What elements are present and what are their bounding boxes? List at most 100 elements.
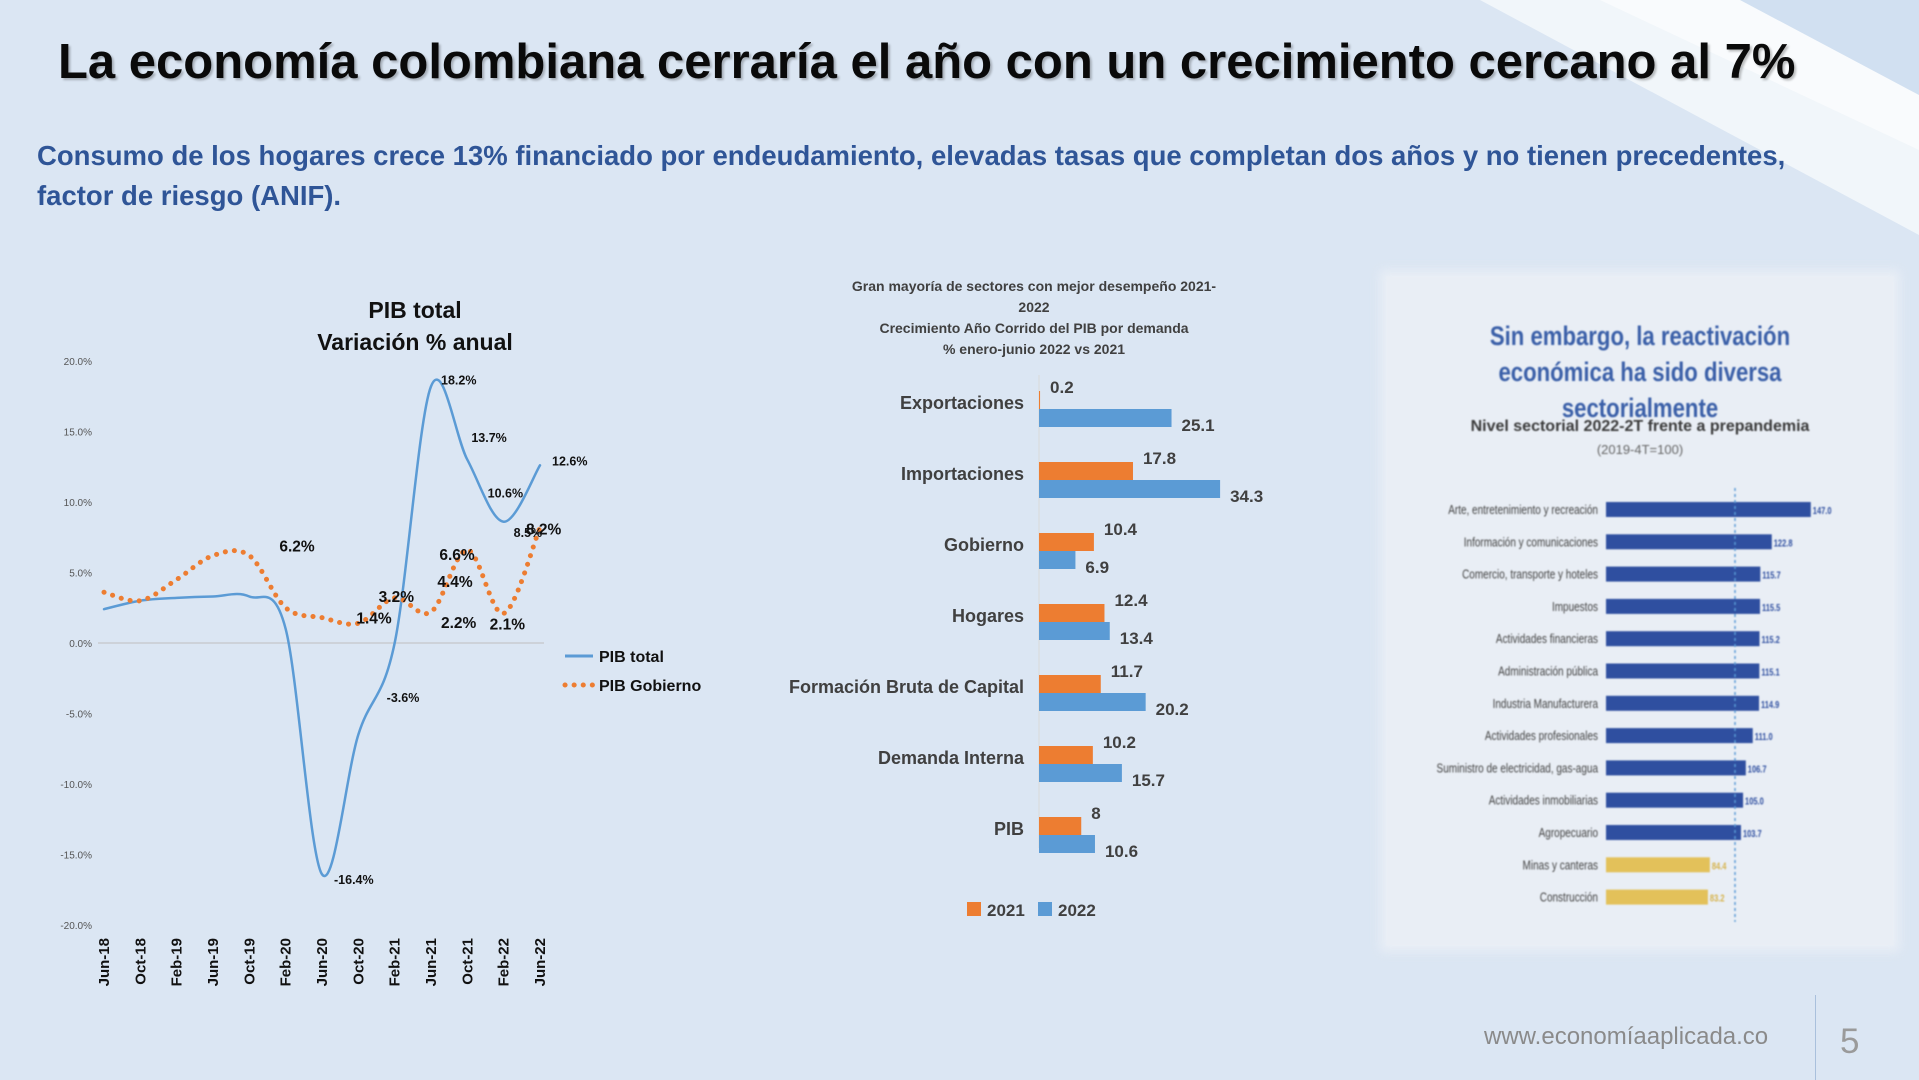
sector-label-minas-y-canteras: Minas y canteras	[1523, 859, 1599, 872]
line-chart-data-labels: 18.2% 13.7% 10.6% 8.5% 12.6% -3.6% -16.4% 6.2% 1…	[279, 373, 587, 887]
pib-line-chart: PIB total Variación % anual 20.0% 15.0% 10…	[60, 297, 701, 986]
sector-bar-construccion	[1606, 889, 1708, 905]
sector-value-construccion: 83.2	[1710, 893, 1725, 904]
sector-bar-actividades-inmobiliarias	[1606, 792, 1744, 808]
x-tick-label: Jun-20	[314, 938, 331, 986]
data-label-pib-gobierno: 3.2%	[379, 589, 415, 606]
bar-value-demanda-interna-2021: 10.2	[1103, 733, 1136, 752]
category-label-formacion-bruta-de-capital: Formación Bruta de Capital	[789, 677, 1024, 697]
bar-chart-title: Gran mayoría de sectores con mejor desem…	[852, 278, 1216, 357]
bar-chart-title-line-3: Crecimiento Año Corrido del PIB por dema…	[879, 320, 1188, 336]
x-tick-label: Feb-20	[278, 938, 295, 986]
legend-label-2021: 2021	[987, 901, 1025, 920]
bar-chart-title-line-2: 2022	[1018, 299, 1049, 315]
data-label-pib-gobierno: 2.1%	[490, 616, 526, 633]
sector-value-comercio-transporte-y-hoteles: 115.7	[1762, 570, 1780, 581]
data-label-pib-total: 8.5%	[514, 526, 543, 540]
bar-value-importaciones-2022: 34.3	[1230, 487, 1263, 506]
data-label-pib-total: 10.6%	[488, 487, 523, 501]
sector-value-agropecuario: 103.7	[1743, 828, 1762, 839]
line-chart-axes: 20.0% 15.0% 10.0% 5.0% 0.0% -5.0% -10.0% -15.0%…	[60, 357, 549, 986]
sector-bar-administracion-publica	[1606, 663, 1760, 679]
sector-bar-actividades-profesionales	[1606, 728, 1753, 744]
sector-value-actividades-financieras: 115.2	[1762, 634, 1780, 645]
x-tick-label: Jun-22	[532, 938, 549, 986]
page-number: 5	[1840, 1022, 1860, 1061]
x-tick-label: Feb-21	[387, 938, 404, 986]
x-tick-label: Feb-22	[496, 938, 513, 986]
category-label-importaciones: Importaciones	[901, 464, 1024, 484]
bar-hogares-2022	[1039, 622, 1110, 640]
sector-label-informacion-y-comunicaciones: Información y comunicaciones	[1464, 536, 1599, 549]
x-tick-label: Jun-18	[96, 938, 113, 986]
bar-gobierno-2021	[1039, 533, 1094, 551]
slide-subtitle: Consumo de los hogares crece 13% financi…	[37, 140, 1786, 211]
sector-value-administracion-publica: 115.1	[1761, 666, 1779, 677]
bar-value-demanda-interna-2022: 15.7	[1132, 771, 1165, 790]
bar-value-importaciones-2021: 17.8	[1143, 449, 1176, 468]
data-label-pib-gobierno: 6.2%	[279, 539, 315, 556]
sector-bar-minas-y-canteras	[1606, 857, 1710, 873]
bar-exportaciones-2022	[1039, 409, 1172, 427]
data-label-pib-total: -3.6%	[387, 691, 420, 705]
legend-swatch-2021	[967, 902, 981, 916]
data-label-pib-total: -16.4%	[334, 873, 374, 887]
category-label-exportaciones: Exportaciones	[900, 393, 1024, 413]
data-label-pib-gobierno: 2.2%	[441, 615, 477, 632]
bar-formacion-bruta-de-capital-2021	[1039, 675, 1101, 693]
legend-label-2022: 2022	[1058, 901, 1096, 920]
bar-value-hogares-2022: 13.4	[1120, 629, 1154, 648]
line-chart-title-line-1: PIB total	[368, 297, 461, 323]
bar-chart-title-line-4: % enero-junio 2022 vs 2021	[943, 341, 1125, 357]
bar-hogares-2021	[1039, 604, 1105, 622]
x-tick-label: Jun-21	[423, 938, 440, 986]
sector-value-suministro-de-electricidad-gas-agua: 106.7	[1748, 763, 1767, 774]
x-tick-label: Oct-20	[350, 938, 367, 985]
data-label-pib-gobierno: 4.4%	[437, 574, 473, 591]
legend-label-pib-total: PIB total	[599, 649, 664, 666]
sector-chart-panel: Sin embargo, la reactivación económica h…	[1386, 276, 1894, 946]
bar-exportaciones-2021	[1039, 391, 1041, 409]
category-label-hogares: Hogares	[952, 606, 1024, 626]
sector-value-impuestos: 115.5	[1762, 602, 1780, 613]
bar-pib-2022	[1039, 835, 1095, 853]
sector-bar-suministro-de-electricidad-gas-agua	[1606, 760, 1746, 776]
sector-label-arte-entretenimiento-y-recreacion: Arte, entretenimiento y recreación	[1448, 504, 1598, 517]
y-tick-label: -20.0%	[60, 921, 92, 932]
y-tick-label: -15.0%	[60, 851, 92, 862]
sector-bar-actividades-financieras	[1606, 631, 1760, 647]
bar-importaciones-2021	[1039, 462, 1133, 480]
y-tick-label: 15.0%	[64, 428, 92, 439]
footer-website: www.economíaaplicada.co	[1484, 1023, 1769, 1050]
sector-label-administracion-publica: Administración pública	[1498, 666, 1598, 679]
y-tick-label: 5.0%	[69, 569, 92, 580]
legend-swatch-2022	[1038, 902, 1052, 916]
bar-value-formacion-bruta-de-capital-2022: 20.2	[1156, 700, 1189, 719]
bar-gobierno-2022	[1039, 551, 1076, 569]
bar-demanda-interna-2021	[1039, 746, 1093, 764]
x-tick-label: Oct-21	[459, 938, 476, 985]
data-label-pib-gobierno: 8.2%	[526, 521, 562, 538]
sector-chart-subtitle: Nivel sectorial 2022-2T frente a prepand…	[1470, 418, 1810, 435]
bar-demanda-interna-2022	[1039, 764, 1122, 782]
sector-label-actividades-financieras: Actividades financieras	[1496, 633, 1598, 646]
category-label-gobierno: Gobierno	[944, 535, 1024, 555]
bar-formacion-bruta-de-capital-2022	[1039, 693, 1146, 711]
category-label-pib: PIB	[994, 819, 1024, 839]
category-label-demanda-interna: Demanda Interna	[878, 748, 1025, 768]
data-label-pib-gobierno: 1.4%	[356, 610, 392, 627]
bar-value-gobierno-2022: 6.9	[1085, 558, 1109, 577]
sector-value-arte-entretenimiento-y-recreacion: 147.0	[1813, 505, 1832, 516]
bar-pib-2021	[1039, 817, 1082, 835]
bar-importaciones-2022	[1039, 480, 1221, 498]
data-label-pib-total: 18.2%	[441, 373, 476, 387]
slide-title: La economía colombiana cerraría el año c…	[58, 35, 1796, 89]
x-tick-label: Oct-19	[241, 938, 258, 985]
y-tick-label: -10.0%	[60, 780, 92, 791]
sector-bar-comercio-transporte-y-hoteles	[1606, 566, 1761, 582]
sector-bar-informacion-y-comunicaciones	[1606, 534, 1772, 550]
sector-chart-note: (2019-4T=100)	[1596, 442, 1684, 457]
bar-value-exportaciones-2022: 25.1	[1182, 416, 1215, 435]
sector-value-minas-y-canteras: 84.4	[1712, 860, 1727, 871]
sector-bar-industria-manufacturera	[1606, 695, 1760, 711]
